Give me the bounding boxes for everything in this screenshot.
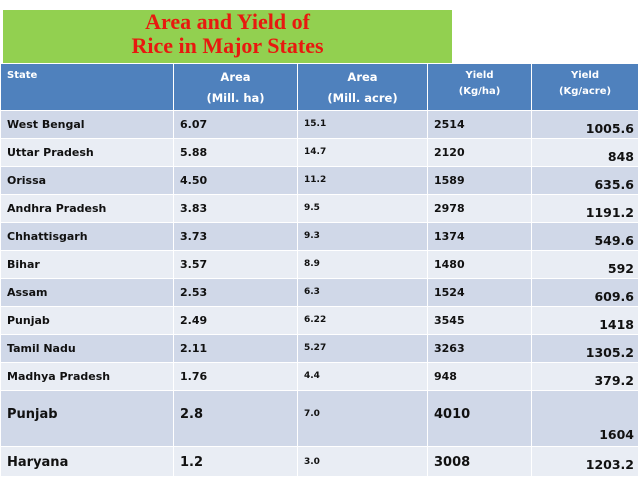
cell-area-ha: 1.76 (173, 362, 298, 391)
cell-yield-acre: 1203.2 (531, 446, 638, 477)
cell-area-acre: 7.0 (297, 390, 428, 447)
header-area-acre: Area (Mill. acre) (297, 63, 428, 111)
cell-state: West Bengal (0, 110, 174, 139)
cell-yield-ha: 2514 (427, 110, 532, 139)
cell-state: Tamil Nadu (0, 334, 174, 363)
cell-yield-acre: 379.2 (531, 362, 638, 391)
table-row: Bihar 3.57 8.9 1480 592 (0, 250, 638, 279)
cell-area-ha: 2.8 (173, 390, 298, 447)
cell-area-ha: 2.53 (173, 278, 298, 307)
table-row: Punjab 2.49 6.22 3545 1418 (0, 306, 638, 335)
title-line-1: Area and Yield of (145, 9, 310, 34)
cell-yield-ha: 3545 (427, 306, 532, 335)
cell-yield-ha: 4010 (427, 390, 532, 447)
table-row: Assam 2.53 6.3 1524 609.6 (0, 278, 638, 307)
table-row: Madhya Pradesh 1.76 4.4 948 379.2 (0, 362, 638, 391)
cell-yield-acre: 1418 (531, 306, 638, 335)
cell-area-acre: 4.4 (297, 362, 428, 391)
cell-yield-acre: 609.6 (531, 278, 638, 307)
cell-state: Haryana (0, 446, 174, 477)
cell-state: Madhya Pradesh (0, 362, 174, 391)
cell-yield-ha: 3008 (427, 446, 532, 477)
table-row: Orissa 4.50 11.2 1589 635.6 (0, 166, 638, 195)
cell-area-acre: 8.9 (297, 250, 428, 279)
cell-area-acre: 14.7 (297, 138, 428, 167)
cell-yield-acre: 635.6 (531, 166, 638, 195)
header-yield-ha: Yield (Kg/ha) (427, 63, 532, 111)
cell-area-ha: 3.83 (173, 194, 298, 223)
cell-yield-ha: 1374 (427, 222, 532, 251)
table-row: Chhattisgarh 3.73 9.3 1374 549.6 (0, 222, 638, 251)
cell-area-acre: 5.27 (297, 334, 428, 363)
header-yield-acre: Yield (Kg/acre) (531, 63, 638, 111)
cell-state: Bihar (0, 250, 174, 279)
cell-area-ha: 2.11 (173, 334, 298, 363)
title-line-2: Rice in Major States (131, 33, 324, 58)
cell-yield-ha: 1524 (427, 278, 532, 307)
cell-area-ha: 1.2 (173, 446, 298, 477)
cell-area-acre: 15.1 (297, 110, 428, 139)
cell-yield-ha: 948 (427, 362, 532, 391)
table-row: West Bengal 6.07 15.1 2514 1005.6 (0, 110, 638, 139)
cell-yield-ha: 2120 (427, 138, 532, 167)
cell-area-acre: 6.3 (297, 278, 428, 307)
cell-yield-acre: 549.6 (531, 222, 638, 251)
cell-area-acre: 6.22 (297, 306, 428, 335)
cell-state: Uttar Pradesh (0, 138, 174, 167)
header-area-ha: Area (Mill. ha) (173, 63, 298, 111)
cell-state: Punjab (0, 306, 174, 335)
cell-area-acre: 11.2 (297, 166, 428, 195)
cell-yield-acre: 1305.2 (531, 334, 638, 363)
cell-area-ha: 6.07 (173, 110, 298, 139)
table-row: Haryana 1.2 3.0 3008 1203.2 (0, 446, 638, 477)
cell-area-ha: 3.73 (173, 222, 298, 251)
cell-area-ha: 2.49 (173, 306, 298, 335)
slide-title: Area and Yield of Rice in Major States (3, 10, 452, 63)
cell-yield-acre: 1005.6 (531, 110, 638, 139)
header-row: State Area (Mill. ha) Area (Mill. acre) Yi… (0, 63, 638, 111)
cell-state: Assam (0, 278, 174, 307)
cell-yield-acre: 848 (531, 138, 638, 167)
cell-yield-ha: 1589 (427, 166, 532, 195)
cell-area-acre: 9.3 (297, 222, 428, 251)
cell-area-ha: 5.88 (173, 138, 298, 167)
cell-state: Andhra Pradesh (0, 194, 174, 223)
cell-yield-acre: 1604 (531, 390, 638, 447)
cell-area-acre: 9.5 (297, 194, 428, 223)
cell-area-ha: 3.57 (173, 250, 298, 279)
cell-yield-acre: 1191.2 (531, 194, 638, 223)
cell-yield-ha: 2978 (427, 194, 532, 223)
rice-area-yield-table: State Area (Mill. ha) Area (Mill. acre) Yi… (0, 63, 638, 477)
cell-yield-acre: 592 (531, 250, 638, 279)
cell-yield-ha: 3263 (427, 334, 532, 363)
cell-area-ha: 4.50 (173, 166, 298, 195)
cell-yield-ha: 1480 (427, 250, 532, 279)
cell-state: Orissa (0, 166, 174, 195)
cell-area-acre: 3.0 (297, 446, 428, 477)
table-row: Uttar Pradesh 5.88 14.7 2120 848 (0, 138, 638, 167)
table-row: Tamil Nadu 2.11 5.27 3263 1305.2 (0, 334, 638, 363)
header-state: State (0, 63, 174, 111)
cell-state: Punjab (0, 390, 174, 447)
table-row: Andhra Pradesh 3.83 9.5 2978 1191.2 (0, 194, 638, 223)
cell-state: Chhattisgarh (0, 222, 174, 251)
table-row: Punjab 2.8 7.0 4010 1604 (0, 390, 638, 447)
